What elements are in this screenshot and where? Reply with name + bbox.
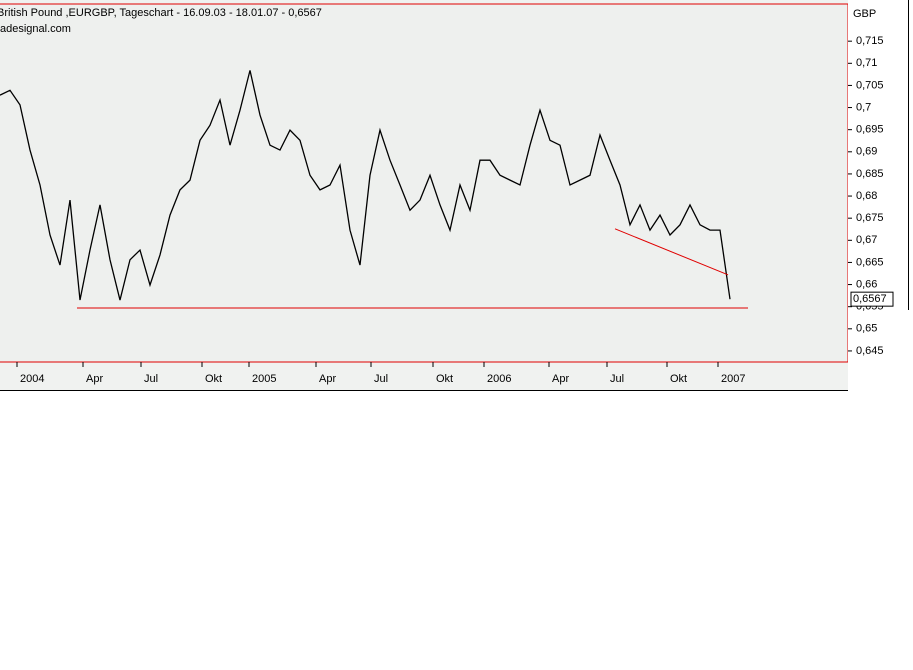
x-tick-label: 2005 — [252, 373, 276, 385]
x-tick-label: Apr — [86, 373, 103, 385]
y-tick-label: 0,65 — [856, 323, 877, 335]
last-price-box — [850, 291, 894, 307]
trend-line — [614, 228, 729, 276]
x-tick-label: Jul — [610, 373, 624, 385]
x-tick-label: 2007 — [721, 373, 745, 385]
x-tick-label: Jul — [374, 373, 388, 385]
y-tick-label: 0,705 — [856, 79, 884, 91]
y-tick-label: 0,695 — [856, 124, 884, 136]
y-tick-label: 0,7 — [856, 101, 871, 113]
x-tick-label: Apr — [319, 373, 336, 385]
y-unit: GBP — [853, 8, 876, 20]
y-tick-label: 0,645 — [856, 345, 884, 357]
y-tick-label: 0,675 — [856, 212, 884, 224]
plot-area — [0, 3, 849, 363]
chart-subtitle: adesignal.com — [0, 23, 71, 35]
y-axis-panel — [848, 0, 908, 390]
y-tick-label: 0,68 — [856, 190, 877, 202]
x-tick-label: 2006 — [487, 373, 511, 385]
x-tick-label: Okt — [436, 373, 453, 385]
price-line — [0, 70, 731, 301]
x-tick-label: Okt — [205, 373, 222, 385]
y-tick-label: 0,66 — [856, 278, 877, 290]
y-tick-label: 0,715 — [856, 35, 884, 47]
chart-title: British Pound ,EURGBP, Tageschart - 16.0… — [0, 7, 322, 19]
y-tick-label: 0,69 — [856, 146, 877, 158]
x-tick-label: Jul — [144, 373, 158, 385]
y-tick-label: 0,685 — [856, 168, 884, 180]
y-tick-label: 0,665 — [856, 256, 884, 268]
x-tick-label: Okt — [670, 373, 687, 385]
x-tick-label: 2004 — [20, 373, 44, 385]
last-price-label: 0,6567 — [853, 293, 887, 305]
x-tick-label: Apr — [552, 373, 569, 385]
y-tick-label: 0,67 — [856, 234, 877, 246]
y-tick-label: 0,71 — [856, 57, 877, 69]
